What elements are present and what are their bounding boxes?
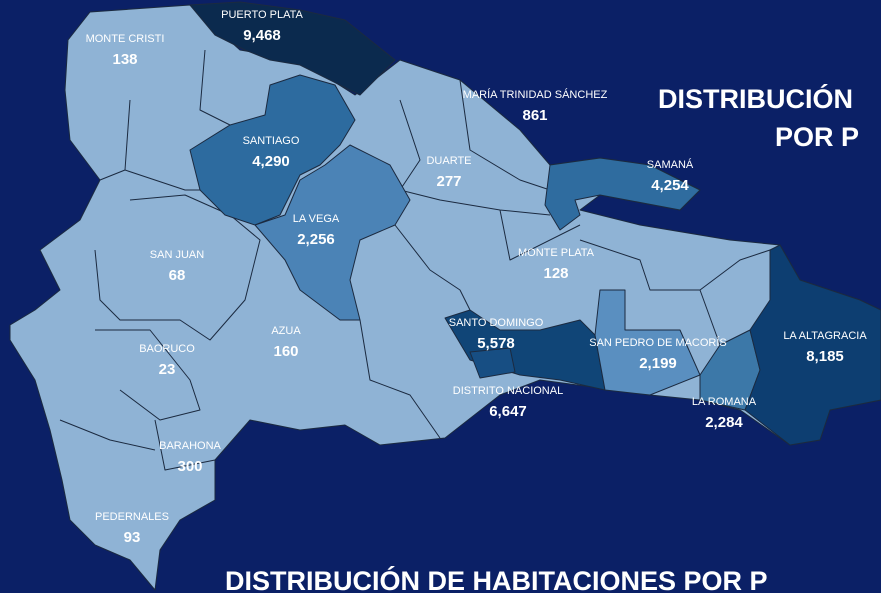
province-value: 68 — [169, 267, 186, 284]
province-value: 2,256 — [297, 231, 335, 248]
province-name: PUERTO PLATA — [221, 9, 303, 21]
title-right-line-2: POR P — [775, 122, 859, 152]
province-value: 138 — [112, 51, 137, 68]
province-name: DUARTE — [426, 155, 471, 167]
province-name: LA VEGA — [293, 213, 340, 225]
province-value: 160 — [273, 343, 298, 360]
province-value: 861 — [522, 107, 547, 124]
province-labels: PUERTO PLATA 9,468 MONTE CRISTI 138 SANTIAGO… — [86, 9, 868, 546]
province-name: MONTE CRISTI — [86, 33, 165, 45]
province-shape — [469, 347, 516, 379]
province-name: MARÍA TRINIDAD SÁNCHEZ — [463, 88, 608, 101]
province-value: 8,185 — [806, 348, 844, 365]
province-value: 128 — [543, 265, 568, 282]
province-name: BARAHONA — [159, 440, 221, 452]
province-name: SAN JUAN — [150, 249, 204, 261]
province-value: 93 — [124, 529, 141, 546]
province-name: SAN PEDRO DE MACORÍS — [589, 336, 727, 349]
province-value: 4,254 — [651, 177, 689, 194]
province-value: 6,647 — [489, 403, 527, 420]
province-shape — [189, 1, 396, 96]
province-name: BAORUCO — [139, 343, 195, 355]
title-bottom: DISTRIBUCIÓN DE HABITACIONES POR P — [225, 565, 768, 593]
province-borders — [59, 49, 771, 471]
province-value: 300 — [177, 458, 202, 475]
province-value: 4,290 — [252, 153, 290, 170]
province-shape — [544, 157, 701, 231]
province-name: SAMANÁ — [647, 158, 694, 171]
province-name: LA ALTAGRACIA — [783, 330, 867, 342]
province-value: 2,199 — [639, 355, 677, 372]
province-value: 277 — [436, 173, 461, 190]
province-name: PEDERNALES — [95, 511, 169, 523]
province-name: DISTRITO NACIONAL — [453, 385, 563, 397]
province-value: 23 — [159, 361, 176, 378]
province-value: 9,468 — [243, 27, 281, 44]
province-name: SANTO DOMINGO — [449, 317, 544, 329]
province-shape — [189, 74, 356, 226]
province-shape — [744, 244, 881, 446]
province-shape — [254, 144, 411, 321]
province-name: AZUA — [271, 325, 301, 337]
province-value: 2,284 — [705, 414, 743, 431]
province-name: SANTIAGO — [243, 135, 300, 147]
provinces — [189, 1, 881, 446]
province-value: 5,578 — [477, 335, 515, 352]
title-right-line-1: DISTRIBUCIÓN — [658, 83, 853, 114]
province-name: LA ROMANA — [692, 396, 757, 408]
province-name: MONTE PLATA — [518, 247, 595, 259]
